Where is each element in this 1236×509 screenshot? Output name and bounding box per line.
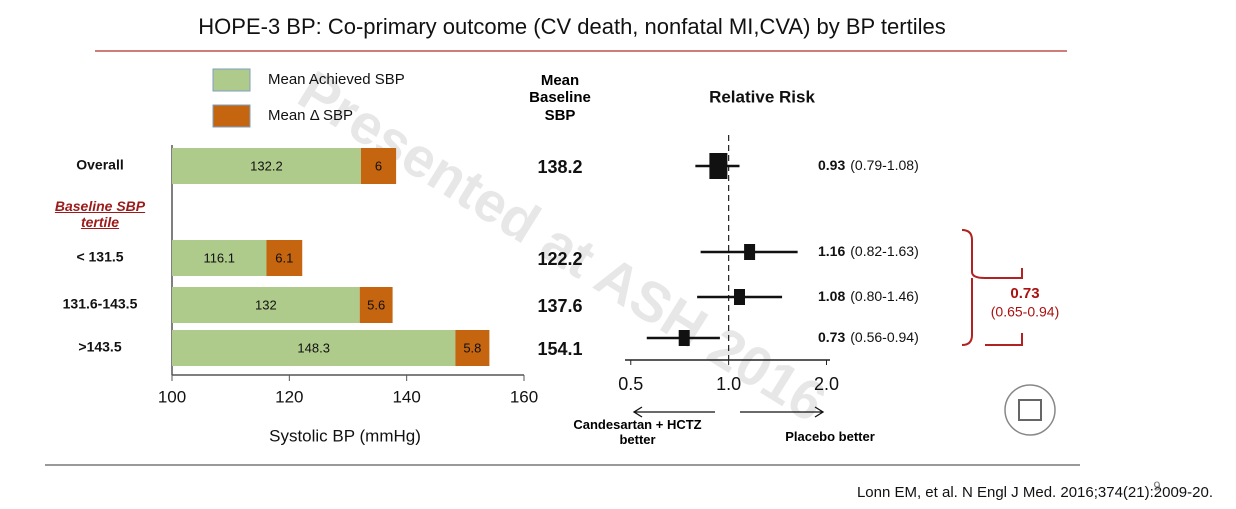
- bar-segment: [172, 240, 267, 276]
- value-label: 6: [375, 158, 382, 173]
- citation: Lonn EM, et al. N Engl J Med. 2016;374(2…: [857, 484, 1213, 501]
- point-estimate: [709, 153, 728, 179]
- value-label: 5.8: [463, 340, 481, 355]
- value-label: 132: [255, 297, 277, 312]
- forest-title: Relative Risk: [709, 87, 815, 106]
- baseline-value: 138.2: [537, 157, 582, 177]
- value-label: 132.2: [250, 158, 283, 173]
- legend-swatch: [212, 104, 251, 128]
- title: HOPE-3 BP: Co-primary outcome (CV death,…: [198, 14, 945, 39]
- pooled-ci: (0.65-0.94): [991, 304, 1059, 320]
- x-axis-label: Systolic BP (mmHg): [269, 426, 421, 445]
- bar-segment: [455, 330, 490, 366]
- bar-segment: [359, 287, 393, 323]
- estimate-value: 1.16: [818, 243, 845, 259]
- baseline-value: 122.2: [537, 249, 582, 269]
- estimate-value: 0.93: [818, 157, 845, 173]
- estimate-ci: (0.79-1.08): [850, 157, 918, 173]
- category-label: 131.6-143.5: [63, 296, 138, 312]
- point-estimate: [678, 330, 690, 346]
- estimate-label: 0.73 (0.56-0.94): [818, 329, 919, 345]
- baseline-title: Mean Baseline SBP: [529, 72, 591, 124]
- value-label: 5.6: [367, 297, 385, 312]
- estimate-label: 1.16 (0.82-1.63): [818, 243, 919, 259]
- category-label: >143.5: [78, 339, 121, 355]
- x-tick-label: 160: [510, 387, 538, 406]
- value-label: 6.1: [275, 250, 293, 265]
- baseline-value: 137.6: [537, 296, 582, 316]
- x-tick-label: 2.0: [814, 374, 839, 394]
- page-number: 9: [1153, 478, 1160, 493]
- right-label: Placebo better: [785, 429, 875, 444]
- estimate-ci: (0.80-1.46): [850, 288, 918, 304]
- baseline-value: 154.1: [537, 339, 582, 359]
- arrow-left: [632, 406, 715, 418]
- point-estimate: [744, 244, 756, 260]
- left-label: Candesartan + HCTZ better: [573, 417, 702, 447]
- bar-segment: [172, 287, 360, 323]
- pooled-bracket: [961, 229, 1023, 346]
- bar-segment: [266, 240, 303, 276]
- x-tick-label: 1.0: [716, 374, 741, 394]
- legend-swatch: [212, 68, 251, 92]
- society-logo: [1004, 384, 1056, 436]
- bar-segment: [360, 148, 397, 184]
- estimate-value: 1.08: [818, 288, 845, 304]
- estimate-value: 0.73: [818, 329, 845, 345]
- value-label: 148.3: [297, 340, 330, 355]
- legend-label: Mean Δ SBP: [268, 107, 353, 124]
- legend-label: Mean Achieved SBP: [268, 71, 405, 88]
- bar-segment: [172, 330, 456, 366]
- category-label: Overall: [76, 157, 123, 173]
- bar-segment: [172, 148, 361, 184]
- estimate-ci: (0.56-0.94): [850, 329, 918, 345]
- point-estimate: [734, 289, 746, 305]
- category-label: < 131.5: [76, 249, 123, 265]
- x-tick-label: 120: [275, 387, 303, 406]
- x-tick-label: 0.5: [618, 374, 643, 394]
- estimate-label: 0.93 (0.79-1.08): [818, 157, 919, 173]
- estimate-label: 1.08 (0.80-1.46): [818, 288, 919, 304]
- x-tick-label: 140: [392, 387, 420, 406]
- pooled-value: 0.73: [1010, 285, 1039, 302]
- value-label: 116.1: [203, 250, 235, 265]
- group-label: Baseline SBP tertile: [54, 198, 146, 231]
- estimate-ci: (0.82-1.63): [850, 243, 918, 259]
- x-tick-label: 100: [158, 387, 186, 406]
- arrow-right: [740, 406, 825, 418]
